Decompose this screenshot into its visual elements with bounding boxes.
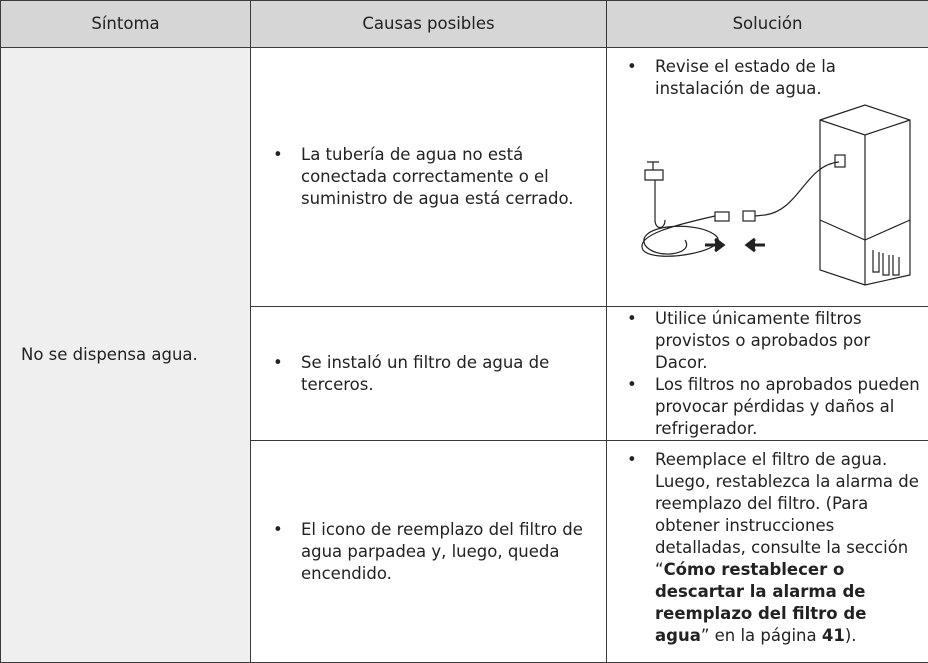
header-cell: Síntoma	[0, 0, 251, 48]
installation-illustration	[641, 104, 911, 286]
solution-text: ” en la página	[700, 626, 822, 645]
cause: La tubería de agua no está conectada cor…	[273, 144, 590, 210]
solution: Los filtros no aprobados pueden provocar…	[627, 374, 924, 440]
solution-text: ).	[844, 626, 857, 645]
cause-cell: La tubería de agua no está conectada cor…	[250, 47, 607, 307]
cause-cell: Se instaló un filtro de agua de terceros…	[250, 306, 607, 441]
header-row: Síntoma Causas posibles Solución	[0, 0, 928, 48]
solution: Reemplace el filtro de agua. Luego, rest…	[627, 449, 924, 647]
solution-cell: Revise el estado de la instalación de ag…	[606, 47, 928, 307]
solution: Utilice únicamente filtros provistos o a…	[627, 308, 924, 374]
solution-text: Reemplace el filtro de agua. Luego, rest…	[655, 450, 919, 579]
solution-cell: Utilice únicamente filtros provistos o a…	[606, 306, 928, 441]
section-link: Cómo restablecer o descartar la alarma d…	[655, 560, 867, 645]
row: El icono de reemplazo del filtro de agua…	[1, 440, 928, 663]
symptom: No se dispensa agua.	[0, 47, 251, 663]
page-number: 41	[821, 626, 845, 645]
row: Se instaló un filtro de agua de terceros…	[1, 306, 928, 441]
cause: Se instaló un filtro de agua de terceros…	[273, 352, 590, 396]
cause-cell: El icono de reemplazo del filtro de agua…	[250, 440, 607, 663]
header-cell: Solución	[606, 0, 928, 48]
header-cell: Causas posibles	[250, 0, 607, 48]
solution: Revise el estado de la instalación de ag…	[627, 56, 924, 100]
solution-cell: Reemplace el filtro de agua. Luego, rest…	[606, 440, 928, 663]
cause: El icono de reemplazo del filtro de agua…	[273, 519, 590, 585]
row: No se dispensa agua. La tubería de agua …	[0, 47, 928, 663]
